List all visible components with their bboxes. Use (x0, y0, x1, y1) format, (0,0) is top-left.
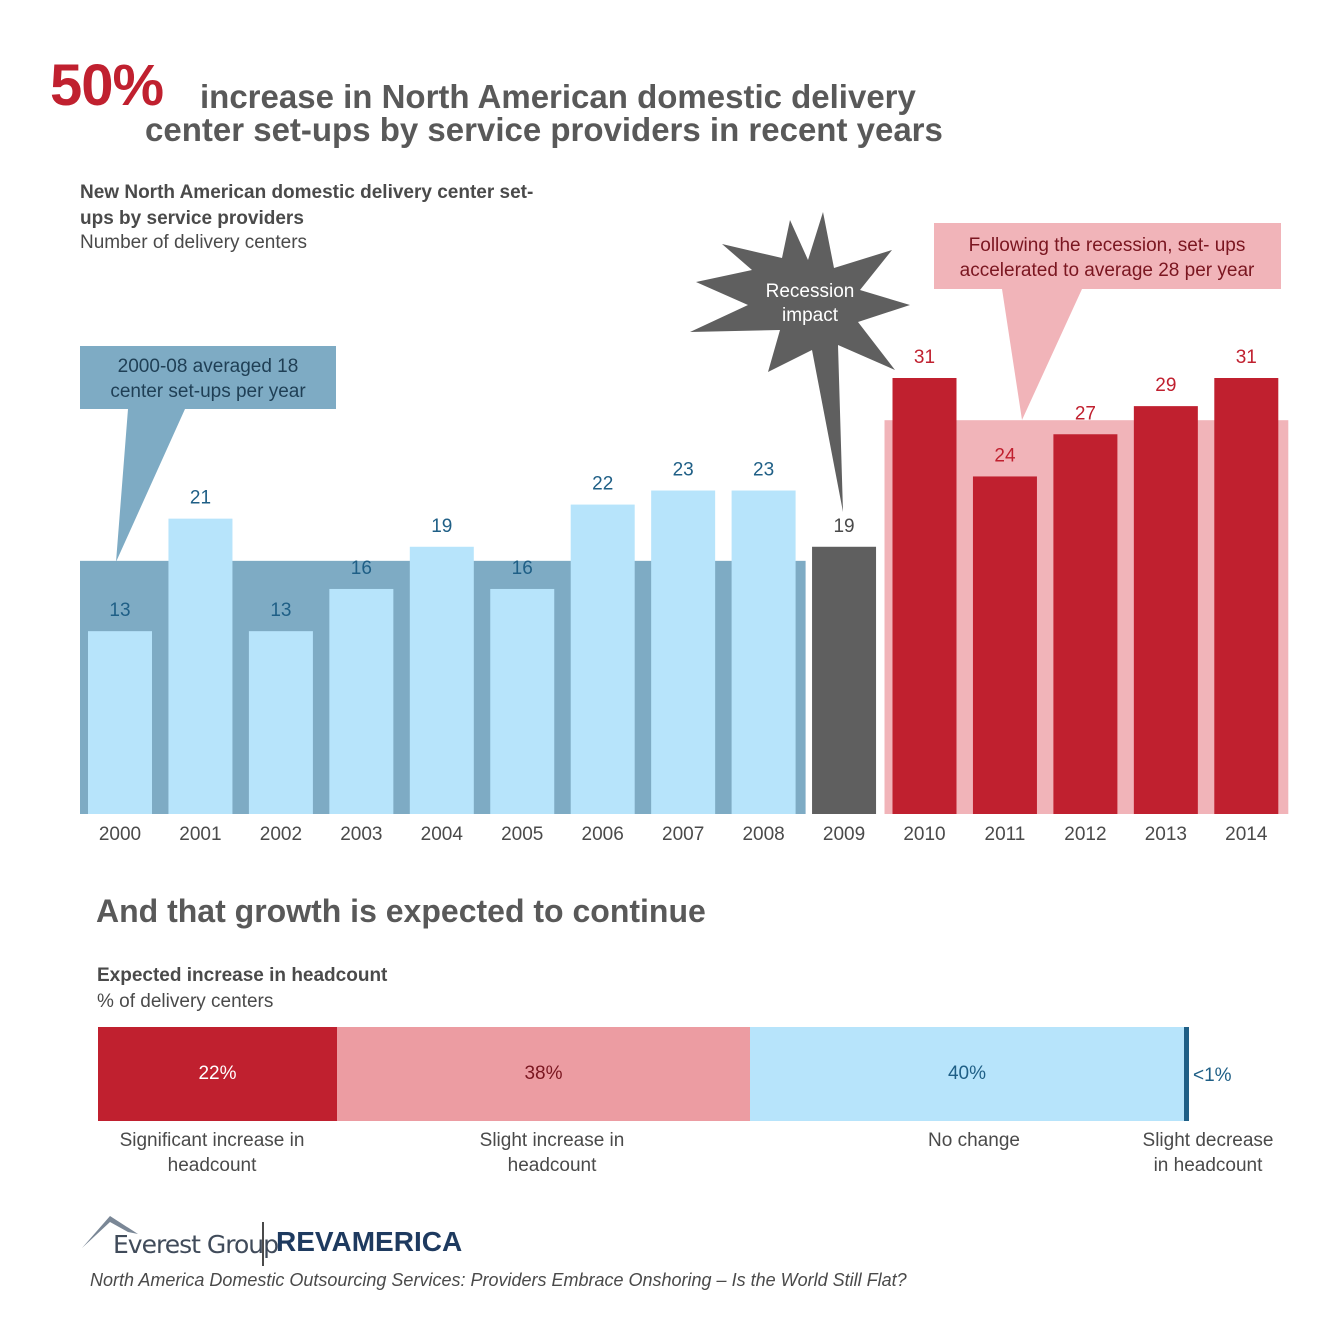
annotation-recession-impact: Recession impact (690, 212, 910, 512)
bars (88, 378, 1279, 814)
segment-label-1-line-2: headcount (167, 1155, 257, 1176)
chart2-title: Expected increase in headcount (97, 965, 388, 986)
revamerica-logo: REVAMERICA (276, 1226, 462, 1258)
bar-2007 (651, 490, 716, 814)
segment-label-3-line-1: No change (928, 1130, 1020, 1151)
bar-value-2006: 22 (592, 474, 613, 495)
segment-label-4-line-1: Slight decrease (1142, 1130, 1274, 1151)
revamerica-logo-part1: REV (276, 1226, 332, 1257)
bar-2004 (409, 546, 474, 814)
bar-2010 (892, 378, 957, 814)
bar-value-2009: 19 (833, 516, 854, 537)
bar-2014 (1214, 378, 1279, 814)
annotation-2-line-1: Recession (766, 281, 855, 302)
chart2-subtitle: % of delivery centers (97, 991, 274, 1012)
x-tick-2011: 2011 (985, 824, 1026, 845)
headline-percent: 50% (50, 53, 164, 118)
bar-value-2013: 29 (1155, 375, 1176, 396)
bar-2003 (329, 588, 394, 814)
bar-value-2000: 13 (109, 600, 130, 621)
bar-2000 (88, 631, 152, 814)
segment-label-2-line-2: headcount (507, 1155, 597, 1176)
segment-label-slight-decrease: Slight decrease in headcount (1126, 1128, 1290, 1178)
footer-source: North America Domestic Outsourcing Servi… (90, 1270, 907, 1290)
bar-value-2007: 23 (673, 460, 694, 481)
segment-value-no-change: 40% (947, 1063, 987, 1084)
bar-value-2003: 16 (351, 558, 372, 579)
bar-value-labels: 13 21 13 16 19 16 22 23 23 19 31 24 27 29 31 (109, 347, 1256, 621)
segment-label-slight-increase: Slight increase in headcount (432, 1128, 672, 1178)
x-tick-2006: 2006 (582, 824, 624, 845)
x-tick-2009: 2009 (823, 824, 865, 845)
headline-line-1: increase in North American domestic deli… (200, 78, 916, 115)
annotation-3-line-2: accelerated to average 28 per year (960, 260, 1255, 281)
annotation-1-line-2: center set-ups per year (110, 381, 306, 402)
segment-label-no-change: No change (874, 1128, 1074, 1153)
annotation-2-line-2: impact (782, 305, 839, 326)
bar-2002 (248, 631, 313, 814)
segment-value-slight-increase: 38% (524, 1063, 563, 1084)
x-tick-2014: 2014 (1225, 824, 1268, 845)
x-tick-2005: 2005 (501, 824, 543, 845)
bar-value-2005: 16 (512, 558, 533, 579)
x-tick-2004: 2004 (421, 824, 464, 845)
segment-no-change: 40% (750, 1027, 1184, 1121)
bar-value-2008: 23 (753, 460, 774, 481)
bar-value-2004: 19 (431, 516, 452, 537)
segment-label-significant-increase: Significant increase in headcount (98, 1128, 326, 1178)
bar-value-2002: 13 (270, 600, 291, 621)
x-tick-2007: 2007 (662, 824, 704, 845)
bar-value-2011: 24 (994, 445, 1016, 466)
chart1-title: New North American domestic delivery cen… (80, 182, 534, 229)
annotation-2000-08-average: 2000-08 averaged 18 center set-ups per y… (80, 346, 336, 562)
bar-value-2010: 31 (914, 347, 935, 368)
section2-title: And that growth is expected to continue (96, 893, 706, 929)
x-tick-2002: 2002 (260, 824, 302, 845)
x-tick-2003: 2003 (340, 824, 382, 845)
segment-label-2-line-1: Slight increase in (479, 1130, 625, 1151)
segment-label-4-line-2: in headcount (1153, 1155, 1263, 1176)
segment-significant-increase: 22% (98, 1027, 337, 1121)
segment-label-1-line-1: Significant increase in (119, 1130, 305, 1151)
annotation-1-line-1: 2000-08 averaged 18 (118, 356, 299, 377)
annotation-post-recession: Following the recession, set- ups accele… (934, 223, 1281, 420)
bar-2012 (1053, 434, 1118, 814)
segment-value-slight-decrease: <1% (1193, 1065, 1232, 1086)
bar-2008 (731, 490, 796, 814)
bar-value-2012: 27 (1075, 403, 1096, 424)
logo-divider (262, 1222, 264, 1266)
x-tick-2001: 2001 (179, 824, 221, 845)
bar-2013 (1133, 406, 1198, 814)
bar-2009 (812, 546, 877, 814)
x-tick-2000: 2000 (99, 824, 141, 845)
bar-2006 (570, 504, 635, 814)
x-tick-labels: 2000 2001 2002 2003 2004 2005 2006 2007 2008 2009… (99, 824, 1268, 845)
headline-line-2: center set-ups by service providers in r… (145, 111, 943, 148)
bar-2005 (490, 588, 555, 814)
bar-value-2001: 21 (190, 488, 211, 509)
x-tick-2013: 2013 (1145, 824, 1187, 845)
everest-group-logo: Everest Group (113, 1230, 279, 1259)
revamerica-logo-part2: AMERICA (331, 1226, 463, 1257)
x-tick-2012: 2012 (1064, 824, 1106, 845)
x-tick-2010: 2010 (903, 824, 945, 845)
segment-slight-decrease (1184, 1027, 1189, 1121)
bar-value-2014: 31 (1236, 347, 1257, 368)
annotation-3-line-1: Following the recession, set- ups (969, 235, 1246, 256)
segment-value-significant-increase: 22% (198, 1063, 237, 1084)
bar-2011 (972, 476, 1037, 814)
x-tick-2008: 2008 (742, 824, 784, 845)
segment-slight-increase: 38% (337, 1027, 750, 1121)
bar-2001 (168, 518, 233, 814)
chart1-subtitle: Number of delivery centers (80, 232, 308, 253)
